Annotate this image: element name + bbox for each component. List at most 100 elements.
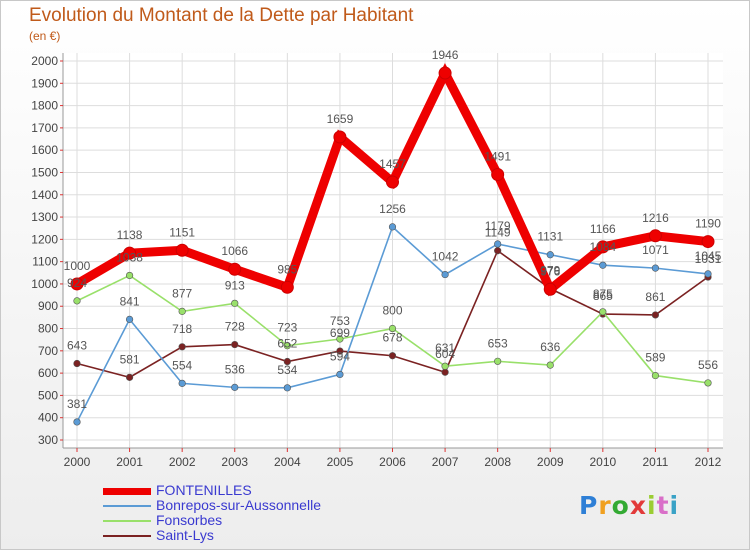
data-point <box>73 297 81 305</box>
x-tick-label: 2002 <box>169 455 196 469</box>
data-point <box>388 352 397 360</box>
data-label: 594 <box>330 349 350 363</box>
legend-swatch-3 <box>103 535 151 537</box>
data-point <box>704 270 712 278</box>
data-label: 1151 <box>169 225 195 239</box>
y-tick-label: 300 <box>38 433 58 447</box>
data-label: 636 <box>540 340 560 354</box>
x-tick-label: 2005 <box>327 455 354 469</box>
x-tick-label: 2012 <box>695 455 722 469</box>
data-label: 877 <box>172 286 192 300</box>
data-point <box>178 343 186 351</box>
data-label: 728 <box>225 320 245 334</box>
data-label: 1166 <box>590 222 616 236</box>
data-label: 1031 <box>695 252 722 266</box>
data-point <box>648 229 662 243</box>
data-label: 534 <box>277 363 297 377</box>
data-point <box>178 307 186 315</box>
x-tick-label: 2000 <box>64 455 91 469</box>
data-label: 723 <box>277 321 297 335</box>
data-label: 1038 <box>116 250 143 264</box>
data-label: 800 <box>382 304 402 318</box>
y-tick-label: 1600 <box>31 143 58 157</box>
data-point <box>651 311 660 319</box>
y-tick-label: 1200 <box>31 232 58 246</box>
data-label: 1045 <box>695 249 722 263</box>
data-point <box>231 340 239 349</box>
x-tick-label: 2006 <box>379 455 406 469</box>
data-point <box>494 357 502 365</box>
data-point <box>491 167 505 181</box>
data-point <box>441 270 449 279</box>
data-label: 1216 <box>642 211 669 225</box>
data-point <box>441 362 449 370</box>
data-label: 979 <box>540 264 560 278</box>
data-label: 1071 <box>642 243 669 257</box>
y-tick-label: 1500 <box>31 165 58 179</box>
data-point <box>283 357 291 366</box>
data-label: 924 <box>67 276 87 290</box>
data-point <box>231 383 239 391</box>
data-label: 381 <box>67 397 87 411</box>
legend-label-0: FONTENILLES <box>156 482 252 498</box>
y-tick-label: 600 <box>38 366 58 380</box>
data-point <box>494 247 502 255</box>
y-tick-label: 1300 <box>31 210 58 224</box>
data-point <box>388 223 397 231</box>
data-point <box>386 175 399 189</box>
data-label: 1491 <box>484 149 511 163</box>
data-point <box>73 359 81 368</box>
data-label: 536 <box>225 362 245 376</box>
chart-title: Evolution du Montant de la Dette par Hab… <box>29 5 414 26</box>
data-point <box>178 379 186 387</box>
data-label: 678 <box>382 331 402 345</box>
logo-letter-3: x <box>629 491 647 520</box>
data-label: 604 <box>435 347 455 361</box>
data-point <box>73 418 81 426</box>
data-label: 1066 <box>221 244 248 258</box>
data-label: 1149 <box>485 226 511 240</box>
data-label: 976 <box>540 264 560 278</box>
x-tick-label: 2009 <box>537 455 564 469</box>
y-tick-label: 700 <box>38 344 58 358</box>
chart-subtitle: (en €) <box>29 29 61 43</box>
x-tick-label: 2001 <box>116 455 143 469</box>
data-point <box>228 262 242 276</box>
data-label: 865 <box>593 289 613 303</box>
data-point <box>70 277 84 291</box>
data-label: 718 <box>172 322 192 336</box>
data-label: 589 <box>645 351 665 365</box>
legend-swatch-0 <box>103 487 151 495</box>
data-point <box>283 342 291 350</box>
x-tick-label: 2008 <box>484 455 511 469</box>
data-label: 554 <box>172 358 192 372</box>
data-label: 1190 <box>695 217 721 231</box>
data-point <box>125 315 134 323</box>
data-point <box>599 308 607 316</box>
y-tick-label: 500 <box>38 388 58 402</box>
data-point <box>701 235 715 249</box>
y-tick-label: 1900 <box>31 76 58 90</box>
data-point <box>175 243 189 257</box>
data-point <box>546 361 554 369</box>
data-point <box>280 280 294 294</box>
logo-letter-6: i <box>669 491 680 520</box>
data-label: 1084 <box>589 240 616 254</box>
data-label: 643 <box>67 339 87 353</box>
data-label: 753 <box>330 314 350 328</box>
data-label: 581 <box>120 352 140 366</box>
data-label: 652 <box>277 337 297 351</box>
legend-label-1: Bonrepos-sur-Aussonnelle <box>156 497 321 513</box>
data-label: 1000 <box>64 259 91 273</box>
data-label: 1946 <box>432 48 459 62</box>
data-label: 631 <box>435 341 455 355</box>
data-label: 913 <box>225 278 245 292</box>
data-point <box>543 282 557 296</box>
y-tick-label: 2000 <box>31 54 58 68</box>
data-point <box>651 264 660 272</box>
data-point <box>596 240 610 254</box>
data-point <box>651 371 660 380</box>
data-label: 1659 <box>327 112 354 126</box>
